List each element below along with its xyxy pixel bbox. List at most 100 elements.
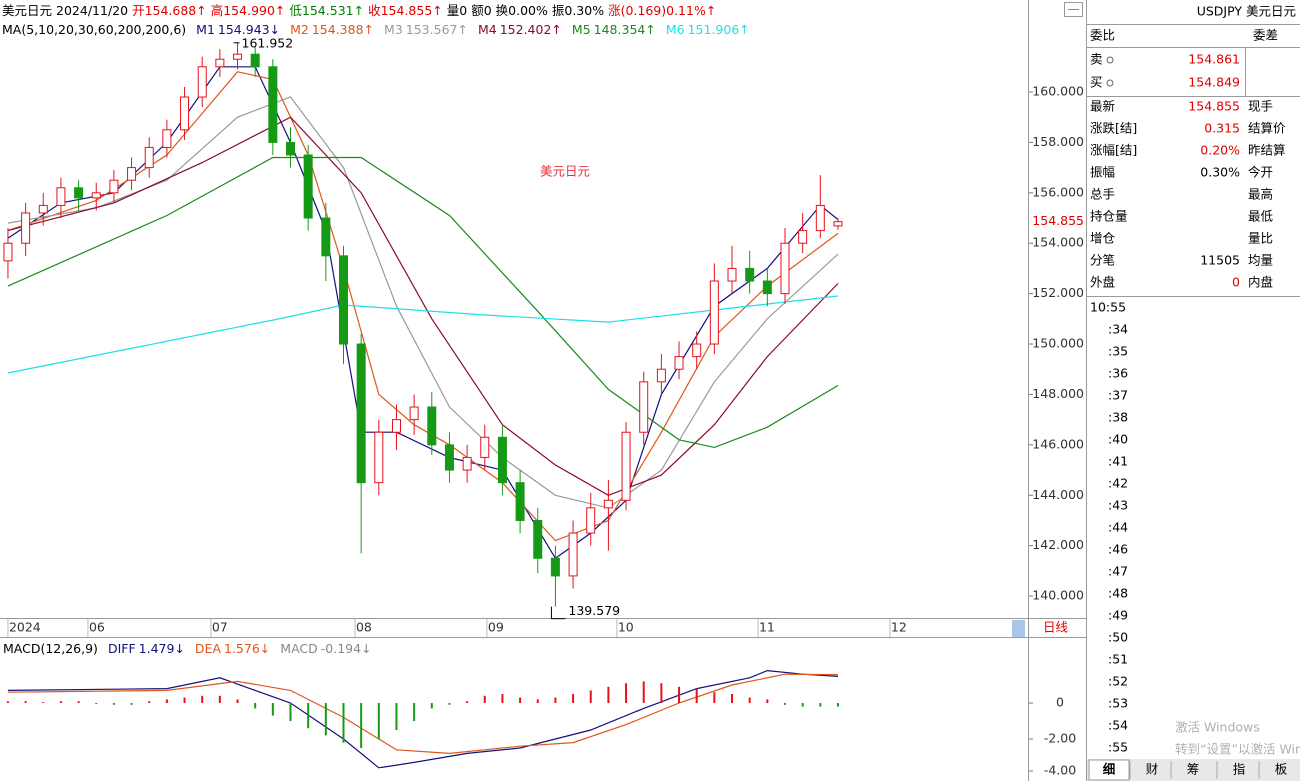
- os-watermark: 转到“设置”以激活 Windows: [1175, 742, 1300, 757]
- header-item: 涨(0.169)0.11%↑: [608, 3, 716, 18]
- time-item: :38: [1108, 410, 1128, 425]
- y-tick-label: 150.000: [1032, 336, 1084, 351]
- row-label2: 结算价: [1248, 121, 1286, 136]
- candle-body: [639, 381, 649, 433]
- time-item: :44: [1108, 520, 1128, 535]
- row-label: 涨幅[结]: [1090, 143, 1137, 158]
- candle-body: [798, 230, 808, 244]
- time-item: :43: [1108, 498, 1128, 513]
- time-item: :53: [1108, 696, 1128, 711]
- candle-body: [38, 204, 48, 214]
- candle-body: [180, 96, 190, 131]
- row-value: 0: [1232, 275, 1240, 290]
- candle-body: [409, 406, 419, 421]
- bidask-label: 买: [1090, 75, 1103, 90]
- time-item: 10:55: [1090, 300, 1126, 315]
- candle-body: [533, 519, 543, 559]
- time-item: :40: [1108, 432, 1128, 447]
- tab[interactable]: 指: [1233, 762, 1246, 777]
- time-item: :52: [1108, 674, 1128, 689]
- row-value: 11505: [1200, 253, 1240, 268]
- legend-name: M1: [196, 22, 215, 37]
- candle-body: [462, 456, 472, 471]
- legend-trend: ↓: [361, 641, 371, 656]
- candle-body: [833, 221, 843, 227]
- candle-body: [21, 212, 31, 244]
- candle-body: [109, 179, 119, 194]
- row-label2: 均量: [1248, 253, 1273, 268]
- candle-body: [321, 217, 331, 257]
- y-tick-label: 142.000: [1032, 537, 1084, 552]
- legend-value: 154.943: [218, 22, 270, 37]
- candle-body: [56, 187, 66, 206]
- macd-line: [7, 673, 839, 755]
- candle-body: [91, 192, 101, 199]
- y-tick-label: -4.00: [1044, 763, 1076, 778]
- legend-value: 1.479: [139, 641, 175, 656]
- os-watermark: 激活 Windows: [1175, 720, 1260, 735]
- candle-body: [568, 532, 578, 577]
- candle-body: [215, 58, 225, 68]
- header-item: 美元日元: [2, 3, 52, 18]
- row-label: 总手: [1090, 187, 1115, 202]
- legend-name: M2: [290, 22, 309, 37]
- low-label: 139.579: [568, 603, 620, 618]
- y-tick-label: -2.00: [1044, 731, 1076, 746]
- x-tick-label: 11: [759, 620, 775, 635]
- legend-trend: ↑: [645, 22, 655, 37]
- row-label2: 今开: [1248, 165, 1273, 180]
- x-tick-label: 09: [488, 620, 504, 635]
- candle-body: [692, 343, 702, 358]
- header-item: 开154.688↑: [132, 3, 207, 18]
- candle-body: [727, 267, 737, 282]
- legend-name: DEA: [195, 641, 222, 656]
- candle-body: [586, 507, 596, 534]
- legend-value: 148.354: [594, 22, 646, 37]
- candle-body: [780, 242, 790, 295]
- legend-value: 153.567: [406, 22, 458, 37]
- x-tick-label: 2024: [9, 620, 41, 635]
- row-label2: 量比: [1248, 231, 1273, 246]
- row-value: 154.855: [1188, 99, 1240, 114]
- y-tick-label: 160.000: [1032, 83, 1084, 98]
- tab[interactable]: 板: [1275, 762, 1288, 777]
- candle-body: [444, 444, 454, 471]
- time-item: :55: [1108, 740, 1128, 755]
- header-item: 低154.531↑: [289, 3, 364, 18]
- tab[interactable]: 筹: [1187, 762, 1200, 777]
- tab-active[interactable]: [1088, 759, 1130, 781]
- bidask-icon: [1106, 79, 1114, 87]
- price-chart: 美元日元 MA(5,10,20,30,60,200,200,6) M1 154.943…: [2, 22, 1084, 637]
- x-tick-label: 08: [356, 620, 372, 635]
- x-tick-label: 12: [891, 620, 907, 635]
- period-label: 日线: [1043, 620, 1069, 635]
- candle-body: [497, 436, 507, 484]
- header-item: 振0.30%: [552, 3, 604, 18]
- y-tick-label: 158.000: [1032, 134, 1084, 149]
- candle-body: [621, 431, 631, 501]
- legend-value: 151.906: [688, 22, 740, 37]
- bidask-icon: [1106, 56, 1114, 64]
- row-label2: 内盘: [1248, 275, 1273, 290]
- row-value: 0.315: [1204, 121, 1240, 136]
- scroll-thumb[interactable]: [1012, 620, 1025, 637]
- legend-trend: ↑: [457, 22, 467, 37]
- tab[interactable]: 细: [1103, 762, 1116, 777]
- y-tick-label: 0: [1056, 695, 1064, 710]
- time-item: :34: [1108, 322, 1128, 337]
- time-item: :49: [1108, 608, 1128, 623]
- y-tick-label: 146.000: [1032, 436, 1084, 451]
- quote-header: 美元日元 2024/11/20 开154.688↑ 高154.990↑ 低154.531…: [2, 3, 716, 18]
- bidask-value: 154.861: [1188, 52, 1240, 67]
- candle-body: [374, 431, 384, 484]
- candle-body: [674, 356, 684, 370]
- candle-body: [74, 187, 84, 199]
- header-item: 量0: [447, 3, 468, 18]
- tab[interactable]: 财: [1146, 762, 1159, 777]
- panel-head: 委比: [1090, 28, 1115, 43]
- row-label2: 最低: [1248, 209, 1274, 224]
- header-item: 收154.855↑: [368, 3, 443, 18]
- x-tick-label: 07: [212, 620, 228, 635]
- candle-body: [550, 557, 560, 577]
